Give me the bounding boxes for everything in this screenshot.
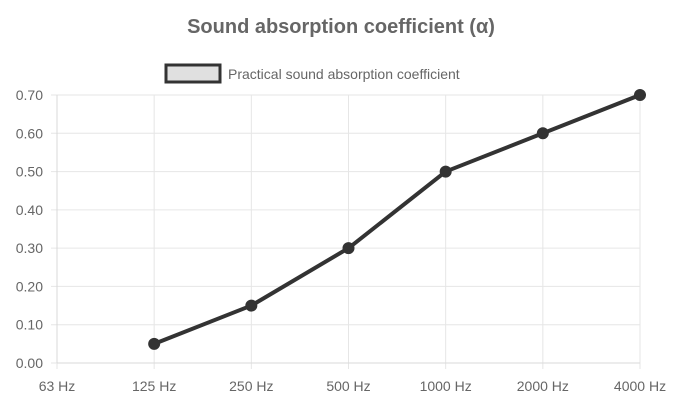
series-layer [148, 89, 646, 350]
data-point[interactable] [536, 127, 549, 140]
x-tick-label: 500 Hz [326, 378, 370, 394]
y-tick-label: 0.00 [16, 355, 43, 371]
chart-title: Sound absorption coefficient (α) [187, 16, 495, 38]
x-tick-label: 4000 Hz [614, 378, 666, 394]
series-line [152, 93, 642, 346]
axes [56, 95, 640, 364]
y-tick-label: 0.50 [16, 164, 43, 180]
legend-label: Practical sound absorption coefficient [228, 66, 460, 82]
y-tick-label: 0.30 [16, 240, 43, 256]
x-tick-label: 250 Hz [229, 378, 273, 394]
data-point[interactable] [439, 165, 452, 178]
data-point[interactable] [148, 337, 161, 350]
x-tick-label: 1000 Hz [420, 378, 472, 394]
data-point[interactable] [245, 299, 258, 312]
y-tick-label: 0.40 [16, 202, 43, 218]
legend[interactable]: Practical sound absorption coefficient [164, 63, 460, 84]
data-point[interactable] [342, 242, 355, 255]
y-tick-label: 0.70 [16, 87, 43, 103]
gridlines [51, 94, 641, 369]
y-tick-label: 0.20 [16, 278, 43, 294]
y-tick-label: 0.60 [16, 125, 43, 141]
x-tick-label: 125 Hz [132, 378, 176, 394]
data-point[interactable] [634, 89, 646, 101]
x-tick-label: 63 Hz [39, 378, 76, 394]
y-axis-ticks: 0.00 0.10 0.20 0.30 0.40 0.50 0.60 0.70 [16, 87, 43, 371]
x-axis-ticks: 63 Hz 125 Hz 250 Hz 500 Hz 1000 Hz 2000 Hz 400… [39, 378, 666, 394]
x-tick-label: 2000 Hz [517, 378, 569, 394]
y-tick-label: 0.10 [16, 317, 43, 333]
legend-swatch [164, 63, 222, 84]
